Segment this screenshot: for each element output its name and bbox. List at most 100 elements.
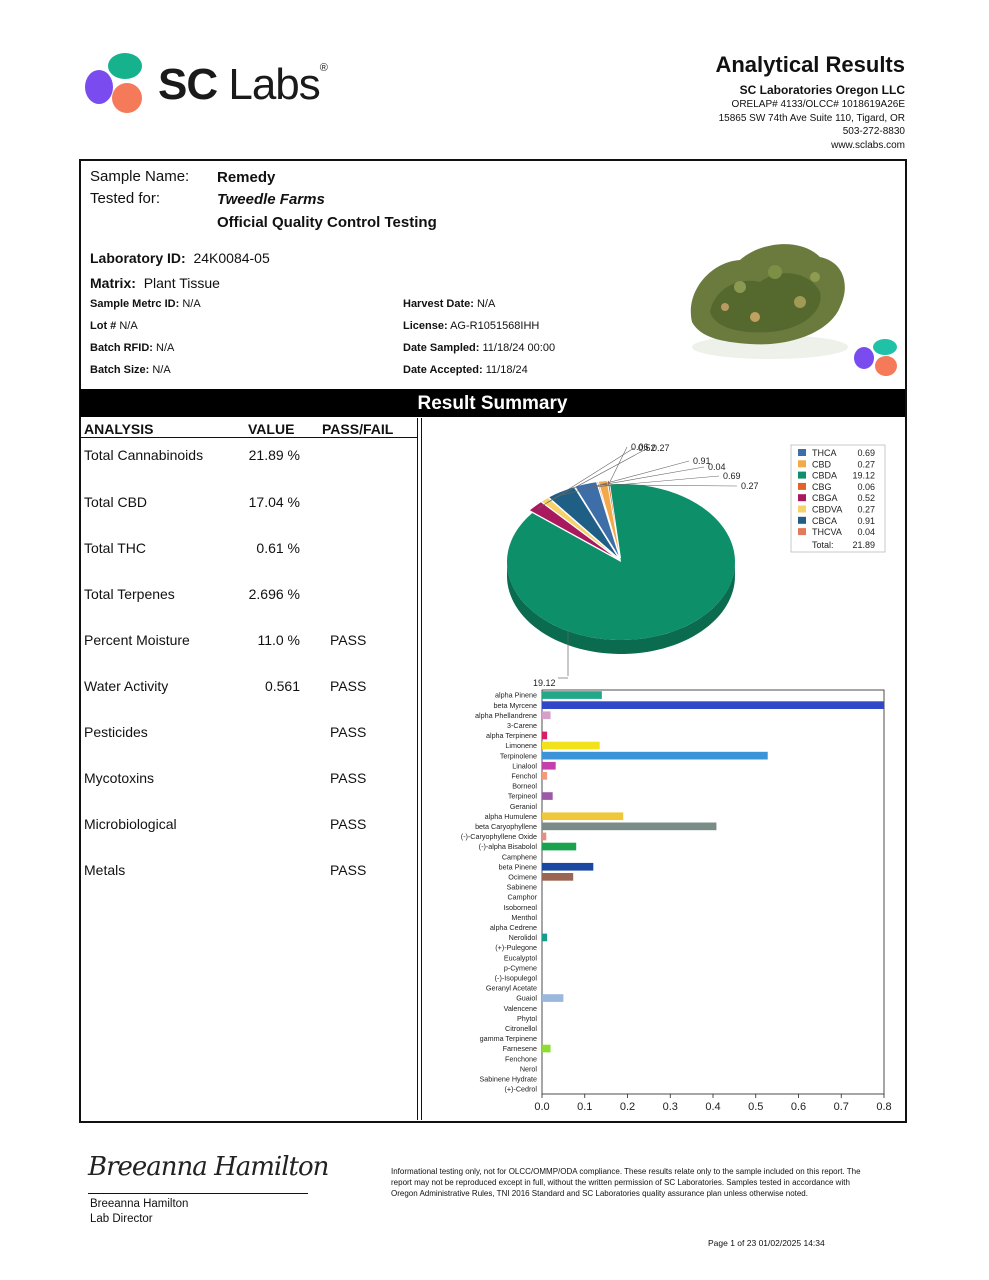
analysis-name: Total Terpenes [84,586,175,602]
analysis-name: Pesticides [84,724,148,740]
lab-address: 15865 SW 74th Ave Suite 110, Tigard, OR [718,112,905,124]
bar-category-label: gamma Terpinene [480,1034,537,1043]
bar-category-label: Eucalyptol [504,953,538,962]
pie-value-label: 0.52 [638,443,656,453]
legend-value: 0.06 [857,482,875,492]
legend-swatch-cbdva [798,505,806,513]
analysis-value: 2.696 % [248,586,300,602]
pie-legend-box [790,444,886,553]
rfid-row: Batch RFID: N/A [90,342,175,354]
legend-value: 0.91 [857,516,875,526]
bar-category-label: Geraniol [510,802,538,811]
bar-category-label: alpha Cedrene [490,923,537,932]
bar-category-label: Menthol [511,913,537,922]
bar-limonene [542,741,600,750]
bar-category-label: Camphor [507,893,537,902]
pie-leader-line [603,484,738,487]
analysis-value: 17.04 % [248,494,300,510]
bar-category-label: Phytol [517,1014,537,1023]
batch-size-row: Batch Size: N/A [90,364,171,376]
tested-for: Tweedle Farms [217,191,325,208]
legend-label: CBD [812,459,832,469]
analysis-result: PASS [330,632,367,648]
analysis-value: 0.61 % [256,540,300,556]
bar-category-label: alpha Humulene [485,812,537,821]
analysis-result: PASS [330,770,367,786]
bar-category-label: Farnesene [503,1044,537,1053]
x-tick-label: 0.4 [705,1101,720,1113]
bar-alpha-phellandrene [542,711,551,720]
sample-name-label: Sample Name: [90,168,190,185]
pie-slice-cbca [547,486,620,559]
bar-alpha-terpinene [542,731,548,740]
license-row: License: AG-R1051568IHH [403,320,540,332]
page-number: Page 1 of 23 01/02/2025 14:34 [708,1238,825,1248]
bar-terpineol [542,792,553,800]
bar-category-label: (-)-alpha Bisabolol [479,842,538,851]
legend-total-value: 21.89 [852,540,875,550]
legend-swatch-cbg [798,482,806,490]
bar-farnesene [542,1044,551,1053]
legend-label: CBDA [812,471,837,481]
bar-category-label: (-)-Caryophyllene Oxide [461,832,537,841]
analysis-name: Percent Moisture [84,632,190,648]
x-tick-label: 0.0 [534,1101,549,1113]
pie-slice-cbga [528,501,619,560]
legend-swatch-cbca [798,516,806,524]
report-title: Analytical Results [715,52,905,77]
signature: Breeanna Hamilton [88,1152,329,1182]
pie-legend: THCA 0.69 CBD 0.27 CBDA 19.12 CBG 0.06 CBGA 0.52 C… [790,444,886,553]
bar-alpha-pinene [542,691,602,699]
signature-line [88,1193,308,1194]
legend-label: CBG [812,482,832,492]
pie-value-label: 0.27 [652,443,670,453]
lab-company: SC Laboratories Oregon LLC [739,83,905,97]
bar-fenchol [542,772,548,780]
report-frame [79,159,907,1123]
legend-value: 0.04 [857,527,875,537]
bar-category-label: alpha Pinene [495,691,537,700]
pie-value-label: 0.69 [723,471,741,481]
analysis-name: Metals [84,862,126,878]
lab-header: Analytical Results SC Laboratories Orego… [715,52,905,152]
tested-for-label: Tested for: [90,190,161,207]
result-summary-banner: Result Summary [80,389,905,417]
test-type: Official Quality Control Testing [217,214,437,231]
lab-license: ORELAP# 4133/OLCC# 1018619A26E [731,99,905,110]
date-accepted-row: Date Accepted: 11/18/24 [403,364,528,376]
bar-category-label: alpha Terpinene [486,731,537,740]
bar-category-label: Fenchone [505,1054,537,1063]
bar-guaiol [542,994,564,1002]
legend-swatch-cbda [798,471,806,479]
analysis-result: PASS [330,816,367,832]
pie-value-label: 0.06 [631,442,649,452]
bar-category-label: Nerol [520,1064,538,1073]
bar-category-label: Isoborneol [503,903,537,912]
harvest-row: Harvest Date: N/A [403,298,496,310]
legend-label: CBGA [812,493,838,503]
bar-beta-caryophyllene [542,822,717,831]
pie-value-label: 19.12 [533,678,556,688]
analysis-result: PASS [330,678,367,694]
analysis-name: Total THC [84,540,146,556]
analysis-value: 11.0 % [257,632,300,648]
pie-slice-thca [574,481,621,559]
bar-category-label: Sabinene [507,883,537,892]
bar-category-label: (+)-Cedrol [504,1085,537,1094]
pie-leader-line [547,447,649,503]
analysis-value: 0.561 [264,678,300,694]
x-tick-label: 0.3 [663,1101,678,1113]
legend-label: CBDVA [812,505,842,515]
lab-website[interactable]: www.sclabs.com [831,139,905,151]
bar-category-label: Camphene [502,852,537,861]
bar-beta-myrcene [542,701,884,709]
bar-category-label: (-)-Isopulegol [495,973,538,982]
logo-blob-purple [85,70,113,104]
legend-value: 0.52 [857,493,875,503]
bar-category-label: beta Myrcene [493,701,537,710]
bar-nerolidol [542,933,548,942]
legend-total-label: Total: [812,540,834,550]
header-analysis: ANALYSIS [84,421,154,437]
legend-label: CBCA [812,516,837,526]
